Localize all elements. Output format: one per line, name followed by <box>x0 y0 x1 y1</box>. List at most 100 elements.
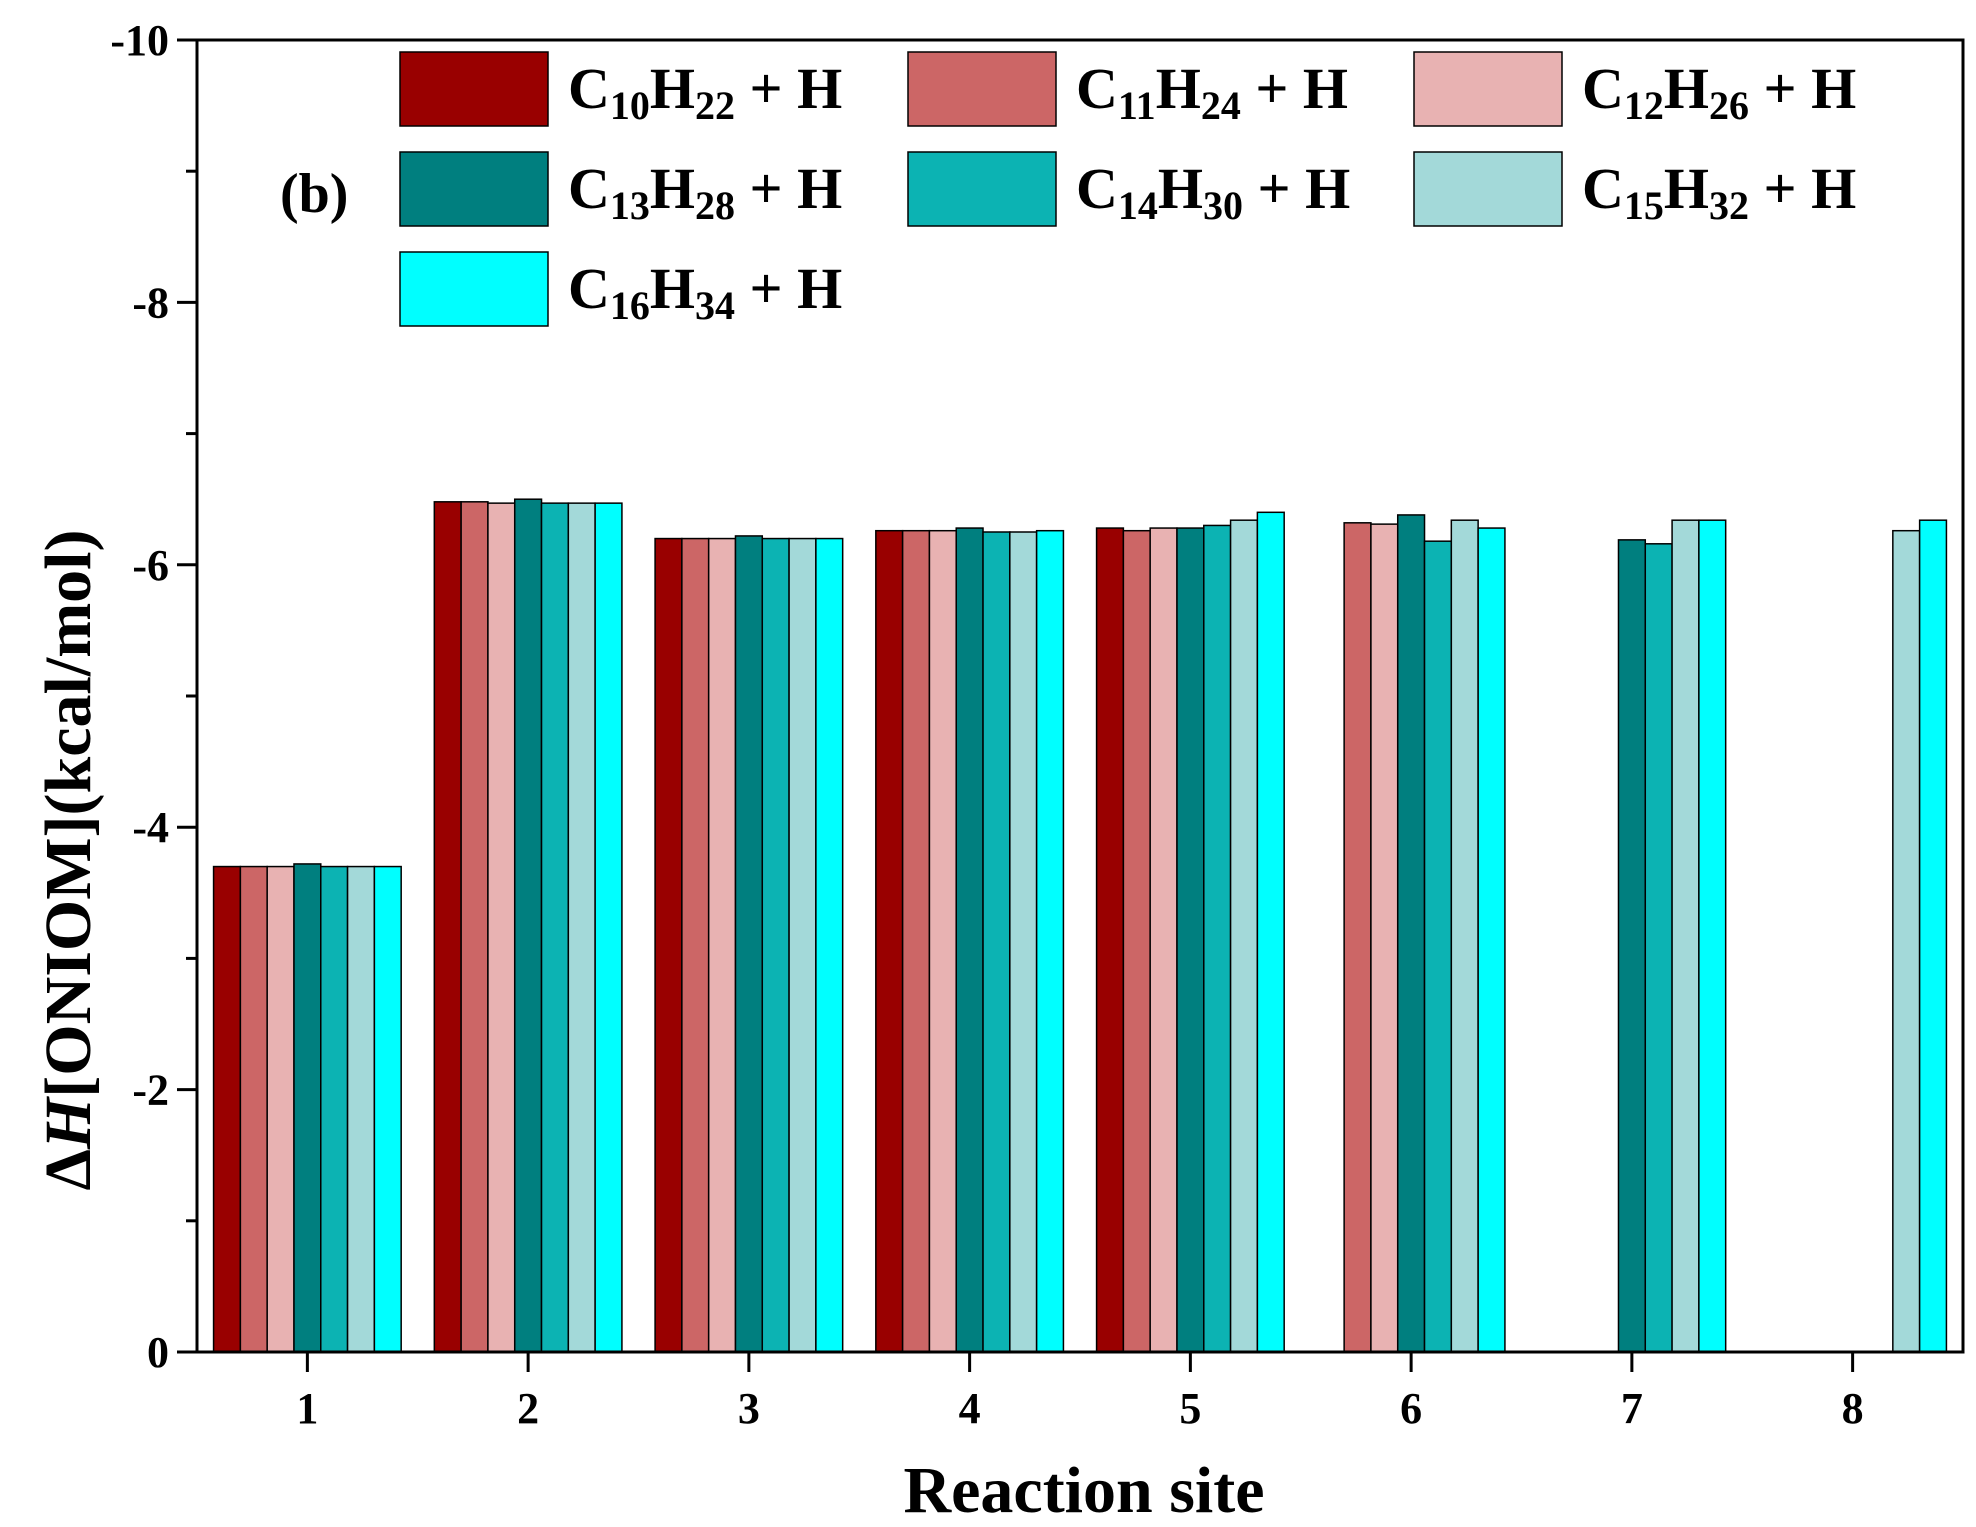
legend-subscript: 30 <box>1203 183 1243 228</box>
bar-site-2-series-3 <box>487 502 516 1353</box>
bar-site-1-series-1 <box>212 865 242 1353</box>
bar-site-3-series-3 <box>707 537 737 1353</box>
bar-site-5-series-5 <box>1203 524 1232 1353</box>
y-tick-label: 0 <box>147 1328 169 1377</box>
y-axis-title-italic: H <box>32 1095 105 1150</box>
legend-text-part: C <box>568 156 610 221</box>
bar-site-3-series-2 <box>681 537 710 1353</box>
legend-text-part: H <box>650 256 695 321</box>
bar-site-2-series-2 <box>460 501 489 1353</box>
bar-site-5-series-2 <box>1122 529 1151 1353</box>
legend-subscript: 22 <box>695 83 735 128</box>
bar-site-1-series-7 <box>373 865 402 1353</box>
bar-site-4-series-2 <box>901 529 931 1353</box>
bar-site-4-series-5 <box>982 531 1011 1353</box>
legend-entry-6: C15H32 + H <box>1582 156 1856 228</box>
bar-site-3-series-1 <box>654 537 683 1353</box>
legend-text-part: C <box>1076 156 1118 221</box>
legend-swatch-6 <box>1413 151 1563 227</box>
x-tick-label: 7 <box>1621 1384 1643 1433</box>
legend-subscript: 26 <box>1709 83 1749 128</box>
legend-text-part: H <box>1664 56 1709 121</box>
legend-text-part: H <box>1156 56 1201 121</box>
y-tick-label: -2 <box>132 1066 169 1115</box>
legend-text-part: + H <box>735 156 842 221</box>
legend-subscript: 13 <box>610 183 650 228</box>
y-axis-title-delta: Δ <box>32 1149 105 1190</box>
y-axis-title: ΔH[ONIOM](kcal/mol) <box>32 530 105 1191</box>
legend-text-part: + H <box>735 56 842 121</box>
legend-swatch-2 <box>907 51 1057 127</box>
bar-site-4-series-6 <box>1009 531 1038 1353</box>
legend-subscript: 24 <box>1201 83 1241 128</box>
bar-site-1-series-4 <box>293 863 322 1353</box>
legend-text-part: + H <box>1243 156 1350 221</box>
legend-entry-4: C13H28 + H <box>568 156 842 228</box>
y-tick-label: -4 <box>132 803 169 852</box>
bar-site-1-series-6 <box>346 865 376 1353</box>
bar-site-7-series-6 <box>1671 519 1700 1353</box>
bars-layer <box>212 498 1948 1353</box>
legend-swatch-4 <box>399 151 549 227</box>
bar-site-1-series-2 <box>239 865 268 1353</box>
bar-site-2-series-4 <box>513 498 543 1353</box>
y-axis-title-rest: [ONIOM](kcal/mol) <box>32 530 105 1098</box>
bar-site-3-series-5 <box>761 537 790 1353</box>
bar-site-3-series-4 <box>734 535 764 1353</box>
bar-site-3-series-6 <box>788 537 817 1353</box>
legend-subscript: 28 <box>695 183 735 228</box>
bar-site-8-series-7 <box>1918 519 1948 1353</box>
bar-site-4-series-4 <box>955 527 984 1353</box>
legend-subscript: 32 <box>1709 183 1749 228</box>
bar-site-5-series-1 <box>1095 527 1125 1353</box>
legend-subscript: 11 <box>1118 83 1156 128</box>
x-tick-label: 2 <box>517 1384 539 1433</box>
x-axis-title: Reaction site <box>903 1454 1264 1527</box>
x-tick-label: 1 <box>296 1384 318 1433</box>
y-tick-label: -6 <box>132 541 169 590</box>
bar-site-5-series-6 <box>1229 519 1259 1353</box>
legend-text-part: C <box>568 256 610 321</box>
legend-entry-3: C12H26 + H <box>1582 56 1856 128</box>
panel-label: (b) <box>280 163 348 225</box>
legend-entry-5: C14H30 + H <box>1076 156 1350 228</box>
x-tick-label: 6 <box>1400 1384 1422 1433</box>
x-tick-label: 5 <box>1179 1384 1201 1433</box>
legend-entry-1: C10H22 + H <box>568 56 842 128</box>
bar-site-1-series-5 <box>320 865 349 1353</box>
bar-site-1-series-3 <box>266 865 295 1353</box>
legend-subscript: 34 <box>695 283 735 328</box>
legend-text-part: + H <box>1241 56 1348 121</box>
legend-entry-2: C11H24 + H <box>1076 56 1348 128</box>
bar-site-5-series-3 <box>1149 527 1178 1353</box>
bar-site-6-series-6 <box>1450 519 1479 1353</box>
legend-swatch-3 <box>1413 51 1563 127</box>
legend-text-part: C <box>1582 56 1624 121</box>
bar-site-5-series-7 <box>1256 511 1285 1353</box>
legend-text-part: + H <box>1749 56 1856 121</box>
x-tick-label: 8 <box>1842 1384 1864 1433</box>
legend-text-part: + H <box>1749 156 1856 221</box>
x-tick-label: 3 <box>738 1384 760 1433</box>
bar-site-7-series-7 <box>1698 519 1727 1353</box>
bar-site-6-series-2 <box>1343 522 1372 1353</box>
legend-text-part: C <box>568 56 610 121</box>
bar-site-6-series-5 <box>1423 540 1453 1353</box>
bar-site-4-series-1 <box>875 529 904 1353</box>
bar-site-2-series-5 <box>540 502 570 1353</box>
bar-site-5-series-4 <box>1176 527 1205 1353</box>
bar-site-3-series-7 <box>815 537 844 1353</box>
legend-text-part: H <box>1664 156 1709 221</box>
bar-site-2-series-7 <box>594 502 623 1353</box>
legend-text-part: H <box>1158 156 1203 221</box>
axes-layer: 0-2-4-6-8-101 2 3 4 5 6 7 8 <box>110 16 1965 1433</box>
legend-swatch-7 <box>399 251 549 327</box>
legend-subscript: 15 <box>1624 183 1664 228</box>
legend-text-part: H <box>650 156 695 221</box>
legend-text-part: + H <box>735 256 842 321</box>
bar-site-4-series-7 <box>1035 529 1065 1353</box>
bar-site-2-series-6 <box>567 502 596 1353</box>
x-tick-label: 4 <box>959 1384 981 1433</box>
